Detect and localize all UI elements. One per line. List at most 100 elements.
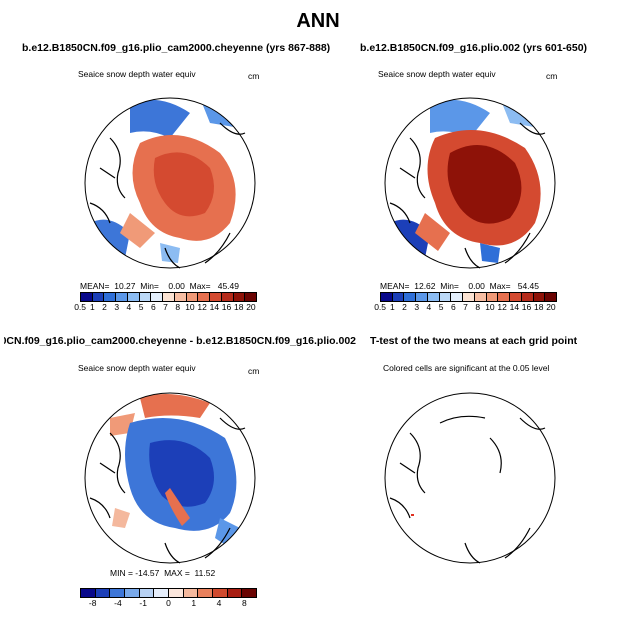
colorbar-swatch [95,589,111,597]
colorbar-swatch [169,589,184,597]
panel1-colorbar: 0.5 1 2 3 4 5 6 7 8 10 12 14 16 18 20 [74,292,257,312]
panel3-colorbar-labels: -8 -4 -1 0 1 4 8 [80,598,257,608]
colorbar-label: 10 [485,302,495,312]
colorbar-label: 1 [389,302,395,312]
colorbar-label: 0.5 [374,302,387,312]
panel1-title: b.e12.B1850CN.f09_g16.plio_cam2000.cheye… [22,42,331,54]
colorbar-label: 0.5 [74,302,87,312]
panel3-subtitle: Seaice snow depth water equiv [78,363,196,373]
colorbar-swatch [198,293,211,301]
colorbar-label: 4 [126,302,132,312]
panel2-colorbar: 0.5 1 2 3 4 5 6 7 8 10 12 14 16 18 20 [374,292,557,312]
colorbar-label: 12 [197,302,207,312]
panel3-colorbar-swatches [80,588,257,598]
colorbar-label: 20 [546,302,556,312]
colorbar-label: 1 [89,302,95,312]
colorbar-swatch [242,589,257,597]
colorbar-label: 3 [114,302,120,312]
colorbar-label: 7 [463,302,468,312]
panel3-stats: MIN = -14.57 MAX = 11.52 [110,568,216,578]
colorbar-swatch [474,293,487,301]
colorbar-label: 14 [209,302,220,312]
panel1-colorbar-labels: 0.5 1 2 3 4 5 6 7 8 10 12 14 16 18 20 [74,302,257,312]
colorbar-swatch [81,589,96,597]
colorbar-swatch [116,293,128,301]
colorbar-swatch [545,293,557,301]
colorbar-label: 4 [426,302,432,312]
panel2-map [384,97,556,269]
colorbar-swatch [213,589,228,597]
colorbar-swatch [392,293,405,301]
significant-cell [411,514,414,516]
panel3-units: cm [248,366,260,376]
colorbar-swatch [92,293,105,301]
panel2-colorbar-labels: 0.5 1 2 3 4 5 6 7 8 10 12 14 16 18 20 [374,302,557,312]
colorbar-swatch [186,293,199,301]
colorbar-swatch [486,293,499,301]
panel4-title: T-test of the two means at each grid poi… [370,335,578,347]
colorbar-label: -8 [88,598,97,608]
colorbar-label: 5 [438,302,444,312]
colorbar-label: 14 [509,302,520,312]
colorbar-label: 10 [185,302,195,312]
colorbar-swatch [451,293,464,301]
colorbar-swatch [245,293,257,301]
colorbar-swatch [139,293,152,301]
colorbar-label: 12 [497,302,507,312]
panel1-map [84,97,256,269]
main-title: ANN [296,10,340,32]
colorbar-label: 5 [138,302,144,312]
colorbar-swatch [151,293,164,301]
panel1-stats: MEAN= 10.27 Min= 0.00 Max= 45.49 [80,281,239,291]
colorbar-label: -1 [139,598,147,608]
colorbar-swatch [139,589,155,597]
colorbar-label: 16 [521,302,532,312]
colorbar-swatch [125,589,140,597]
colorbar-swatch [498,293,511,301]
colorbar-label: 8 [175,302,181,312]
colorbar-swatch [533,293,546,301]
colorbar-swatch [183,589,199,597]
colorbar-swatch [210,293,222,301]
colorbar-swatch [174,293,187,301]
panel2-units: cm [546,71,558,81]
colorbar-label: 8 [475,302,481,312]
colorbar-swatch [81,293,93,301]
panel2-subtitle: Seaice snow depth water equiv [378,69,496,79]
colorbar-label: 0 [166,598,171,608]
colorbar-label: 18 [534,302,544,312]
colorbar-label: 1 [191,598,197,608]
colorbar-swatch [127,293,140,301]
colorbar-label: 6 [150,302,156,312]
colorbar-swatch [521,293,534,301]
panel2-stats: MEAN= 12.62 Min= 0.00 Max= 54.45 [380,281,539,291]
colorbar-swatch [416,293,428,301]
colorbar-label: 18 [234,302,244,312]
panel3-title: b.e12.B1850CN.f09_g16.plio_cam2000.cheye… [4,335,356,347]
panel1-colorbar-swatches [80,292,257,302]
panel4-map [384,392,556,564]
colorbar-label: 6 [450,302,456,312]
colorbar-swatch [463,293,475,301]
colorbar-swatch [233,293,246,301]
colorbar-swatch [404,293,417,301]
panel4-subtitle: Colored cells are significant at the 0.0… [383,363,550,373]
colorbar-label: 7 [163,302,168,312]
colorbar-swatch [221,293,234,301]
colorbar-label: 2 [402,302,407,312]
colorbar-swatch [510,293,522,301]
colorbar-swatch [227,589,243,597]
panel2-colorbar-swatches [380,292,557,302]
panel3-colorbar: -8 -4 -1 0 1 4 8 [80,588,257,608]
colorbar-swatch [104,293,117,301]
colorbar-label: -4 [114,598,122,608]
colorbar-swatch [163,293,175,301]
panel1-units: cm [248,71,260,81]
colorbar-label: 2 [102,302,107,312]
panel1-subtitle: Seaice snow depth water equiv [78,69,196,79]
panel2-title: b.e12.B1850CN.f09_g16.plio.002 (yrs 601-… [360,42,588,54]
colorbar-swatch [439,293,452,301]
colorbar-label: 16 [221,302,232,312]
colorbar-swatch [198,589,214,597]
colorbar-label: 20 [246,302,256,312]
